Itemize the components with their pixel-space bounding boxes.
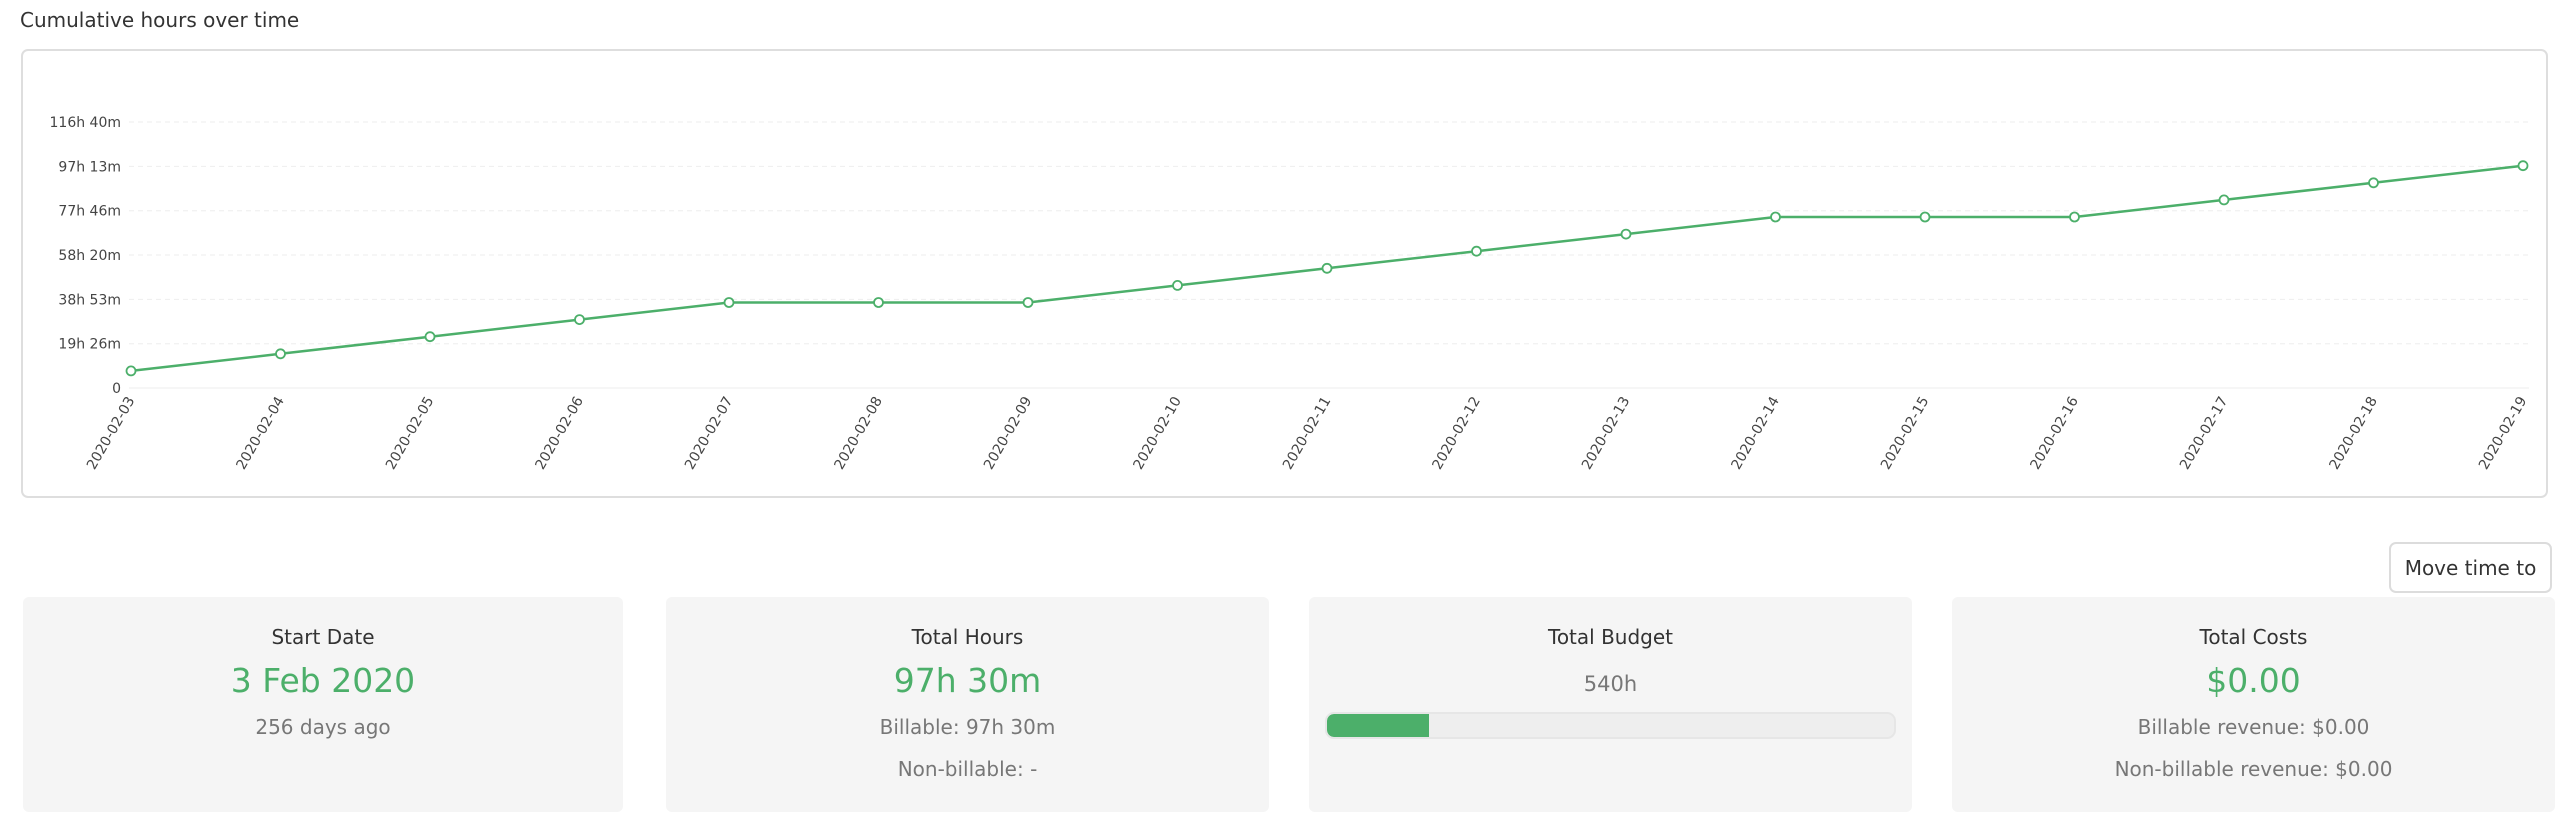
move-time-button[interactable]: Move time to — [2389, 542, 2552, 593]
non-billable-revenue: Non-billable revenue: $0.00 — [2114, 757, 2393, 781]
data-point — [1471, 245, 1482, 257]
billable-hours: Billable: 97h 30m — [879, 715, 1056, 739]
total-costs-value: $0.00 — [2206, 661, 2301, 700]
y-tick-label: 97h 13m — [58, 159, 121, 175]
budget-progress-bar — [1325, 712, 1896, 739]
non-billable-hours: Non-billable: - — [897, 757, 1038, 781]
x-tick-label: 2020-02-13 — [1579, 394, 1634, 472]
data-point — [873, 297, 884, 308]
x-tick-label: 2020-02-06 — [532, 394, 587, 473]
y-tick-label: 0 — [112, 381, 121, 397]
x-tick-label: 2020-02-12 — [1429, 394, 1484, 472]
start-date-ago: 256 days ago — [255, 715, 391, 739]
data-point — [2218, 194, 2230, 206]
data-point — [2517, 160, 2529, 172]
total-hours-card: Total Hours 97h 30m Billable: 97h 30m No… — [666, 597, 1269, 812]
x-tick-label: 2020-02-10 — [1130, 394, 1185, 472]
budget-progress-fill — [1327, 714, 1430, 737]
chart-title: Cumulative hours over time — [20, 8, 300, 32]
x-tick-label: 2020-02-05 — [383, 394, 438, 472]
data-point — [574, 314, 585, 326]
total-costs-label: Total Costs — [2199, 625, 2308, 649]
x-tick-label: 2020-02-18 — [2326, 394, 2381, 472]
y-tick-label: 38h 53m — [58, 292, 121, 308]
total-budget-label: Total Budget — [1548, 625, 1673, 649]
chart-svg: 0 19h 26m 38h 53m 58h 20m 77h 46m 97h 13m 116h… — [50, 115, 2531, 473]
cumulative-hours-chart: 0 19h 26m 38h 53m 58h 20m 77h 46m 97h 13m 116h… — [21, 49, 2548, 498]
billable-revenue: Billable revenue: $0.00 — [2137, 715, 2370, 739]
x-tick-label: 2020-02-11 — [1280, 394, 1335, 472]
data-point — [275, 348, 286, 360]
data-point — [2368, 177, 2379, 189]
y-tick-label: 58h 20m — [58, 248, 121, 264]
start-date-value: 3 Feb 2020 — [230, 661, 416, 700]
data-point — [1770, 211, 1781, 223]
data-point — [424, 331, 436, 343]
x-tick-label: 2020-02-19 — [2476, 394, 2531, 472]
y-tick-label: 116h 40m — [50, 115, 122, 131]
x-tick-label: 2020-02-17 — [2177, 394, 2232, 472]
total-costs-card: Total Costs $0.00 Billable revenue: $0.0… — [1952, 597, 2555, 812]
x-tick-label: 2020-02-16 — [2027, 394, 2082, 473]
x-tick-label: 2020-02-09 — [981, 394, 1036, 472]
total-budget-value: 540h — [1583, 672, 1638, 696]
data-point — [1022, 297, 1034, 308]
data-point — [125, 365, 137, 377]
x-tick-label: 2020-02-15 — [1878, 394, 1933, 472]
data-point — [1620, 228, 1632, 240]
start-date-label: Start Date — [271, 625, 375, 649]
data-point — [723, 297, 735, 308]
data-point — [1321, 262, 1333, 274]
start-date-card: Start Date 3 Feb 2020 256 days ago — [23, 597, 623, 812]
total-budget-card: Total Budget 540h — [1309, 597, 1912, 812]
data-point — [1919, 211, 1931, 223]
data-point — [1172, 279, 1183, 291]
y-tick-label: 19h 26m — [58, 337, 121, 353]
x-tick-label: 2020-02-07 — [682, 394, 737, 472]
x-tick-label: 2020-02-04 — [233, 394, 288, 473]
data-point — [2069, 211, 2080, 223]
total-hours-value: 97h 30m — [893, 661, 1042, 700]
x-tick-label: 2020-02-14 — [1728, 394, 1783, 473]
x-tick-label: 2020-02-08 — [831, 394, 886, 472]
total-hours-label: Total Hours — [911, 625, 1024, 649]
x-tick-label: 2020-02-03 — [84, 394, 139, 472]
y-tick-label: 77h 46m — [58, 204, 121, 220]
